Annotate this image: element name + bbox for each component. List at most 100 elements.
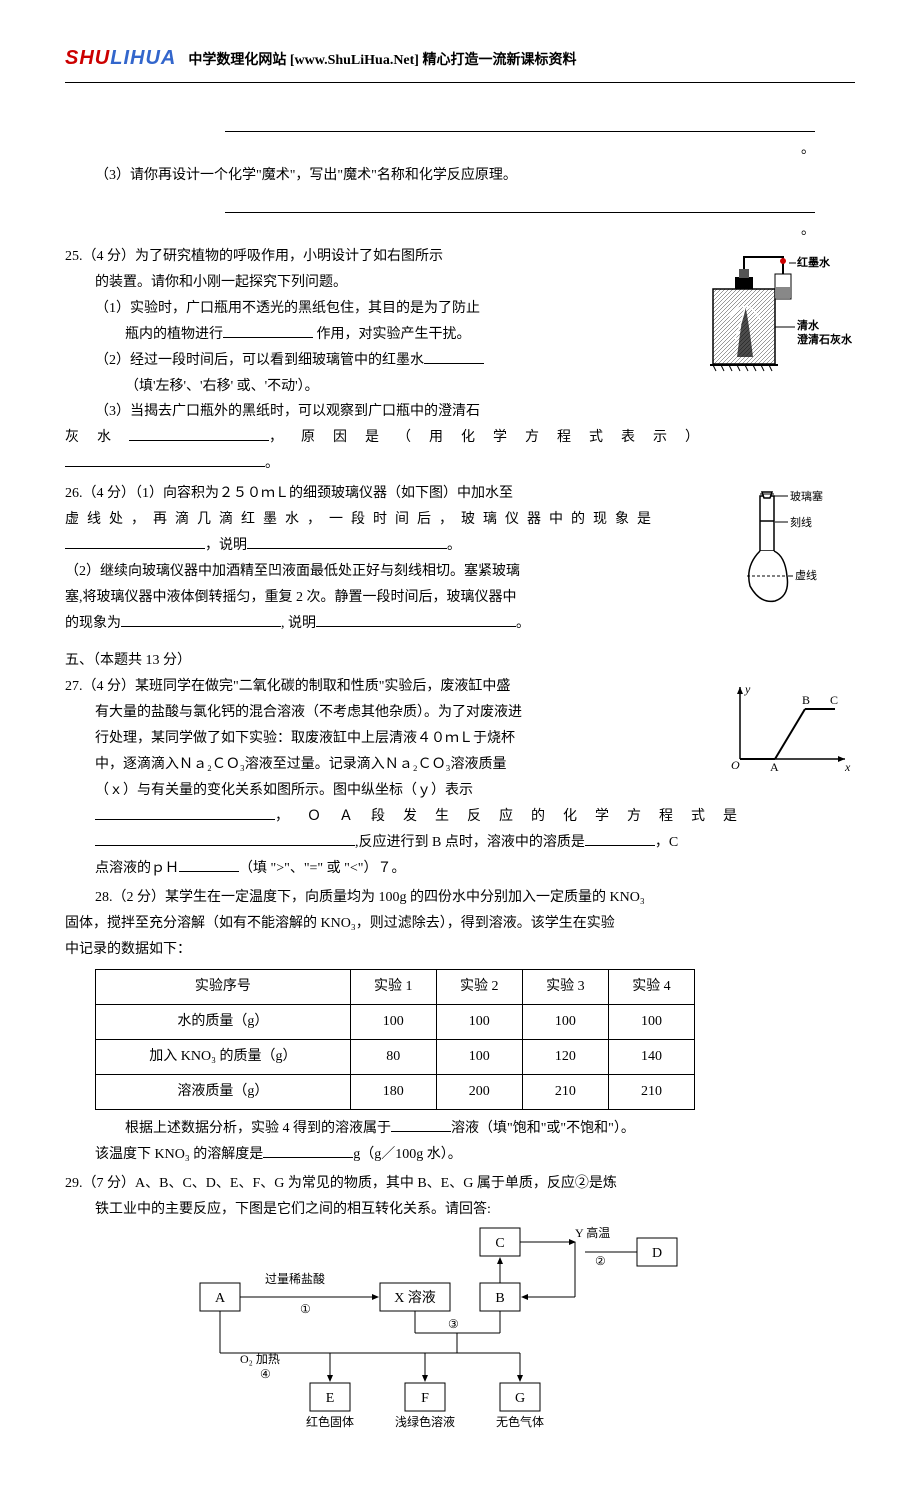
- table-header: 实验 2: [436, 970, 522, 1005]
- q25-sub3b-wrap: 灰水 ，原因是（用化学方程式表示）: [65, 425, 855, 451]
- header-title: 中学数理化网站 [www.ShuLiHua.Net] 精心打造一流新课标资料: [188, 48, 576, 74]
- table-header: 实验 1: [350, 970, 436, 1005]
- q26-sub2c-a: 的现象为: [65, 616, 121, 631]
- svg-text:刻线: 刻线: [790, 515, 812, 529]
- q25-sub3b-mid: ，原因是（用化学方程式表示）: [269, 430, 717, 445]
- q25-sub1a: （1）实验时，广口瓶用不透光的黑纸包住，其目的是为了防止: [95, 301, 480, 316]
- logo: SHULIHUA: [65, 40, 176, 77]
- q27-line6-mid: ，ＯＡ段发生反应的化学方程式是: [275, 809, 755, 824]
- svg-text:y: y: [744, 682, 751, 696]
- table-cell: 溶液质量（g）: [96, 1074, 351, 1109]
- flask-diagram: 玻璃塞 刻线 虚线: [735, 486, 855, 606]
- q26-line3-tail: ，说明: [205, 538, 247, 553]
- q29-line1: 29.（7 分）A、B、C、D、E、F、G 为常见的物质，其中 B、E、G 属于…: [65, 1171, 855, 1197]
- q27-line7-wrap: ,反应进行到 B 点时，溶液中的溶质是，C: [95, 830, 855, 856]
- svg-text:A: A: [770, 760, 779, 774]
- svg-text:玻璃塞: 玻璃塞: [790, 489, 823, 503]
- q28: 28.（2 分）某学生在一定温度下，向质量均为 100g 的四份水中分别加入一定…: [65, 885, 855, 1167]
- graph-diagram: y O A B C x: [725, 679, 855, 774]
- table-header: 实验序号: [96, 970, 351, 1005]
- q25-sub2b: （填'左移'、'右移' 或、'不动'）。: [125, 374, 855, 400]
- q25-sub3b-prefix: 灰水: [65, 430, 129, 445]
- svg-text:D: D: [652, 1246, 662, 1261]
- svg-text:清水: 清水: [797, 318, 820, 332]
- q24-sub3: （3）请你再设计一个化学"魔术"，写出"魔术"名称和化学反应原理。: [65, 163, 855, 189]
- table-cell: 加入 KNO₃ 的质量（g）: [96, 1039, 351, 1074]
- svg-text:红墨水: 红墨水: [797, 255, 831, 269]
- q28-line4-wrap: 根据上述数据分析，实验 4 得到的溶液属于 溶液（填"饱和"或"不饱和"）。: [125, 1116, 855, 1142]
- q28-table: 实验序号 实验 1 实验 2 实验 3 实验 4 水的质量（g） 100 100…: [95, 969, 695, 1110]
- svg-text:B: B: [802, 693, 810, 707]
- table-row: 实验序号 实验 1 实验 2 实验 3 实验 4: [96, 970, 695, 1005]
- q26: 玻璃塞 刻线 虚线 26.（4 分）（1）向容积为２５０ｍＬ的细颈玻璃仪器（如下…: [65, 481, 855, 636]
- table-header: 实验 3: [522, 970, 608, 1005]
- table-cell: 200: [436, 1074, 522, 1109]
- table-header: 实验 4: [608, 970, 694, 1005]
- q29: 29.（7 分）A、B、C、D、E、F、G 为常见的物质，其中 B、E、G 属于…: [65, 1171, 855, 1443]
- table-cell: 120: [522, 1039, 608, 1074]
- table-cell: 100: [436, 1004, 522, 1039]
- q27-line5: （ｘ）与有关量的变化关系如图所示。图中纵坐标（ｙ）表示: [95, 778, 855, 804]
- q28-line2: 固体，搅拌至充分溶解（如有不能溶解的 KNO₃，则过滤除去），得到溶液。该学生在…: [65, 911, 855, 937]
- q27-line8-wrap: 点溶液的ｐＨ （填 ">"、"=" 或 "<"）７。: [95, 856, 855, 882]
- q25-sub2a: （2）经过一段时间后，可以看到细玻璃管中的红墨水: [95, 353, 424, 368]
- svg-text:B: B: [495, 1291, 504, 1306]
- q28-line5-wrap: 该温度下 KNO₃ 的溶解度是 g（g／100g 水）。: [95, 1142, 855, 1168]
- svg-text:②: ②: [595, 1254, 606, 1268]
- svg-text:C: C: [495, 1236, 504, 1251]
- table-cell: 140: [608, 1039, 694, 1074]
- q29-flowchart: C D A X 溶液 B E F G Y 高温 ② 过量稀盐酸 ① ③: [145, 1223, 745, 1433]
- q26-sub2c-b: , 说明: [281, 616, 316, 631]
- svg-text:①: ①: [300, 1302, 311, 1316]
- q27-line6-wrap: ，ＯＡ段发生反应的化学方程式是: [95, 804, 855, 830]
- table-cell: 100: [522, 1004, 608, 1039]
- q28-line3: 中记录的数据如下：: [65, 937, 855, 963]
- svg-text:红色固体: 红色固体: [306, 1414, 354, 1429]
- svg-text:Y 高温: Y 高温: [575, 1225, 610, 1240]
- svg-text:A: A: [215, 1291, 226, 1306]
- table-row: 加入 KNO₃ 的质量（g） 80 100 120 140: [96, 1039, 695, 1074]
- table-cell: 210: [608, 1074, 694, 1109]
- page-header: SHULIHUA 中学数理化网站 [www.ShuLiHua.Net] 精心打造…: [65, 40, 855, 77]
- svg-text:虚线: 虚线: [795, 568, 817, 582]
- svg-text:④: ④: [260, 1367, 271, 1381]
- svg-text:C: C: [830, 693, 838, 707]
- q29-line2: 铁工业中的主要反应，下图是它们之间的相互转化关系。请回答:: [95, 1197, 855, 1223]
- q28-line5b: g（g／100g 水）。: [353, 1147, 462, 1162]
- logo-blue: LIHUA: [110, 47, 176, 69]
- svg-text:过量稀盐酸: 过量稀盐酸: [265, 1271, 325, 1286]
- svg-text:E: E: [326, 1391, 335, 1406]
- q25-sub3a: （3）当揭去广口瓶外的黑纸时，可以观察到广口瓶中的澄清石: [95, 399, 855, 425]
- blank-line: [225, 113, 815, 132]
- table-cell: 100: [608, 1004, 694, 1039]
- svg-text:O₂ 加热: O₂ 加热: [240, 1352, 280, 1366]
- q25-sub1b: 瓶内的植物进行: [125, 327, 223, 342]
- q28-line5a: 该温度下 KNO₃ 的溶解度是: [95, 1147, 263, 1162]
- svg-text:无色气体: 无色气体: [496, 1414, 544, 1429]
- svg-text:G: G: [515, 1391, 525, 1406]
- q25-sub1c: 作用，对实验产生干扰。: [313, 327, 471, 342]
- q28-line1: 28.（2 分）某学生在一定温度下，向质量均为 100g 的四份水中分别加入一定…: [95, 885, 855, 911]
- svg-text:O: O: [731, 758, 740, 772]
- q24-sub3-text: （3）请你再设计一个化学"魔术"，写出"魔术"名称和化学反应原理。: [95, 168, 517, 183]
- svg-text:F: F: [421, 1391, 429, 1406]
- q28-line4b: 溶液（填"饱和"或"不饱和"）。: [451, 1121, 635, 1136]
- q28-line4a: 根据上述数据分析，实验 4 得到的溶液属于: [125, 1121, 391, 1136]
- table-row: 溶液质量（g） 180 200 210 210: [96, 1074, 695, 1109]
- header-divider: [65, 82, 855, 83]
- svg-text:浅绿色溶液: 浅绿色溶液: [395, 1414, 455, 1429]
- bottle-diagram: 红墨水 清水 澄清石灰水: [705, 249, 855, 374]
- table-cell: 100: [436, 1039, 522, 1074]
- q27-line8-b: （填 ">"、"=" 或 "<"）７。: [239, 861, 405, 876]
- section-5-title: 五、（本题共 13 分）: [65, 648, 855, 674]
- q27-line7-mid2: ，C: [655, 835, 678, 850]
- logo-red: SHU: [65, 47, 110, 69]
- blank-line: [225, 194, 815, 213]
- svg-text:x: x: [844, 760, 851, 774]
- svg-text:X 溶液: X 溶液: [394, 1290, 436, 1306]
- svg-text:③: ③: [448, 1317, 459, 1331]
- table-cell: 210: [522, 1074, 608, 1109]
- q27-line8-a: 点溶液的ｐＨ: [95, 861, 179, 876]
- table-cell: 180: [350, 1074, 436, 1109]
- svg-text:澄清石灰水: 澄清石灰水: [797, 332, 853, 346]
